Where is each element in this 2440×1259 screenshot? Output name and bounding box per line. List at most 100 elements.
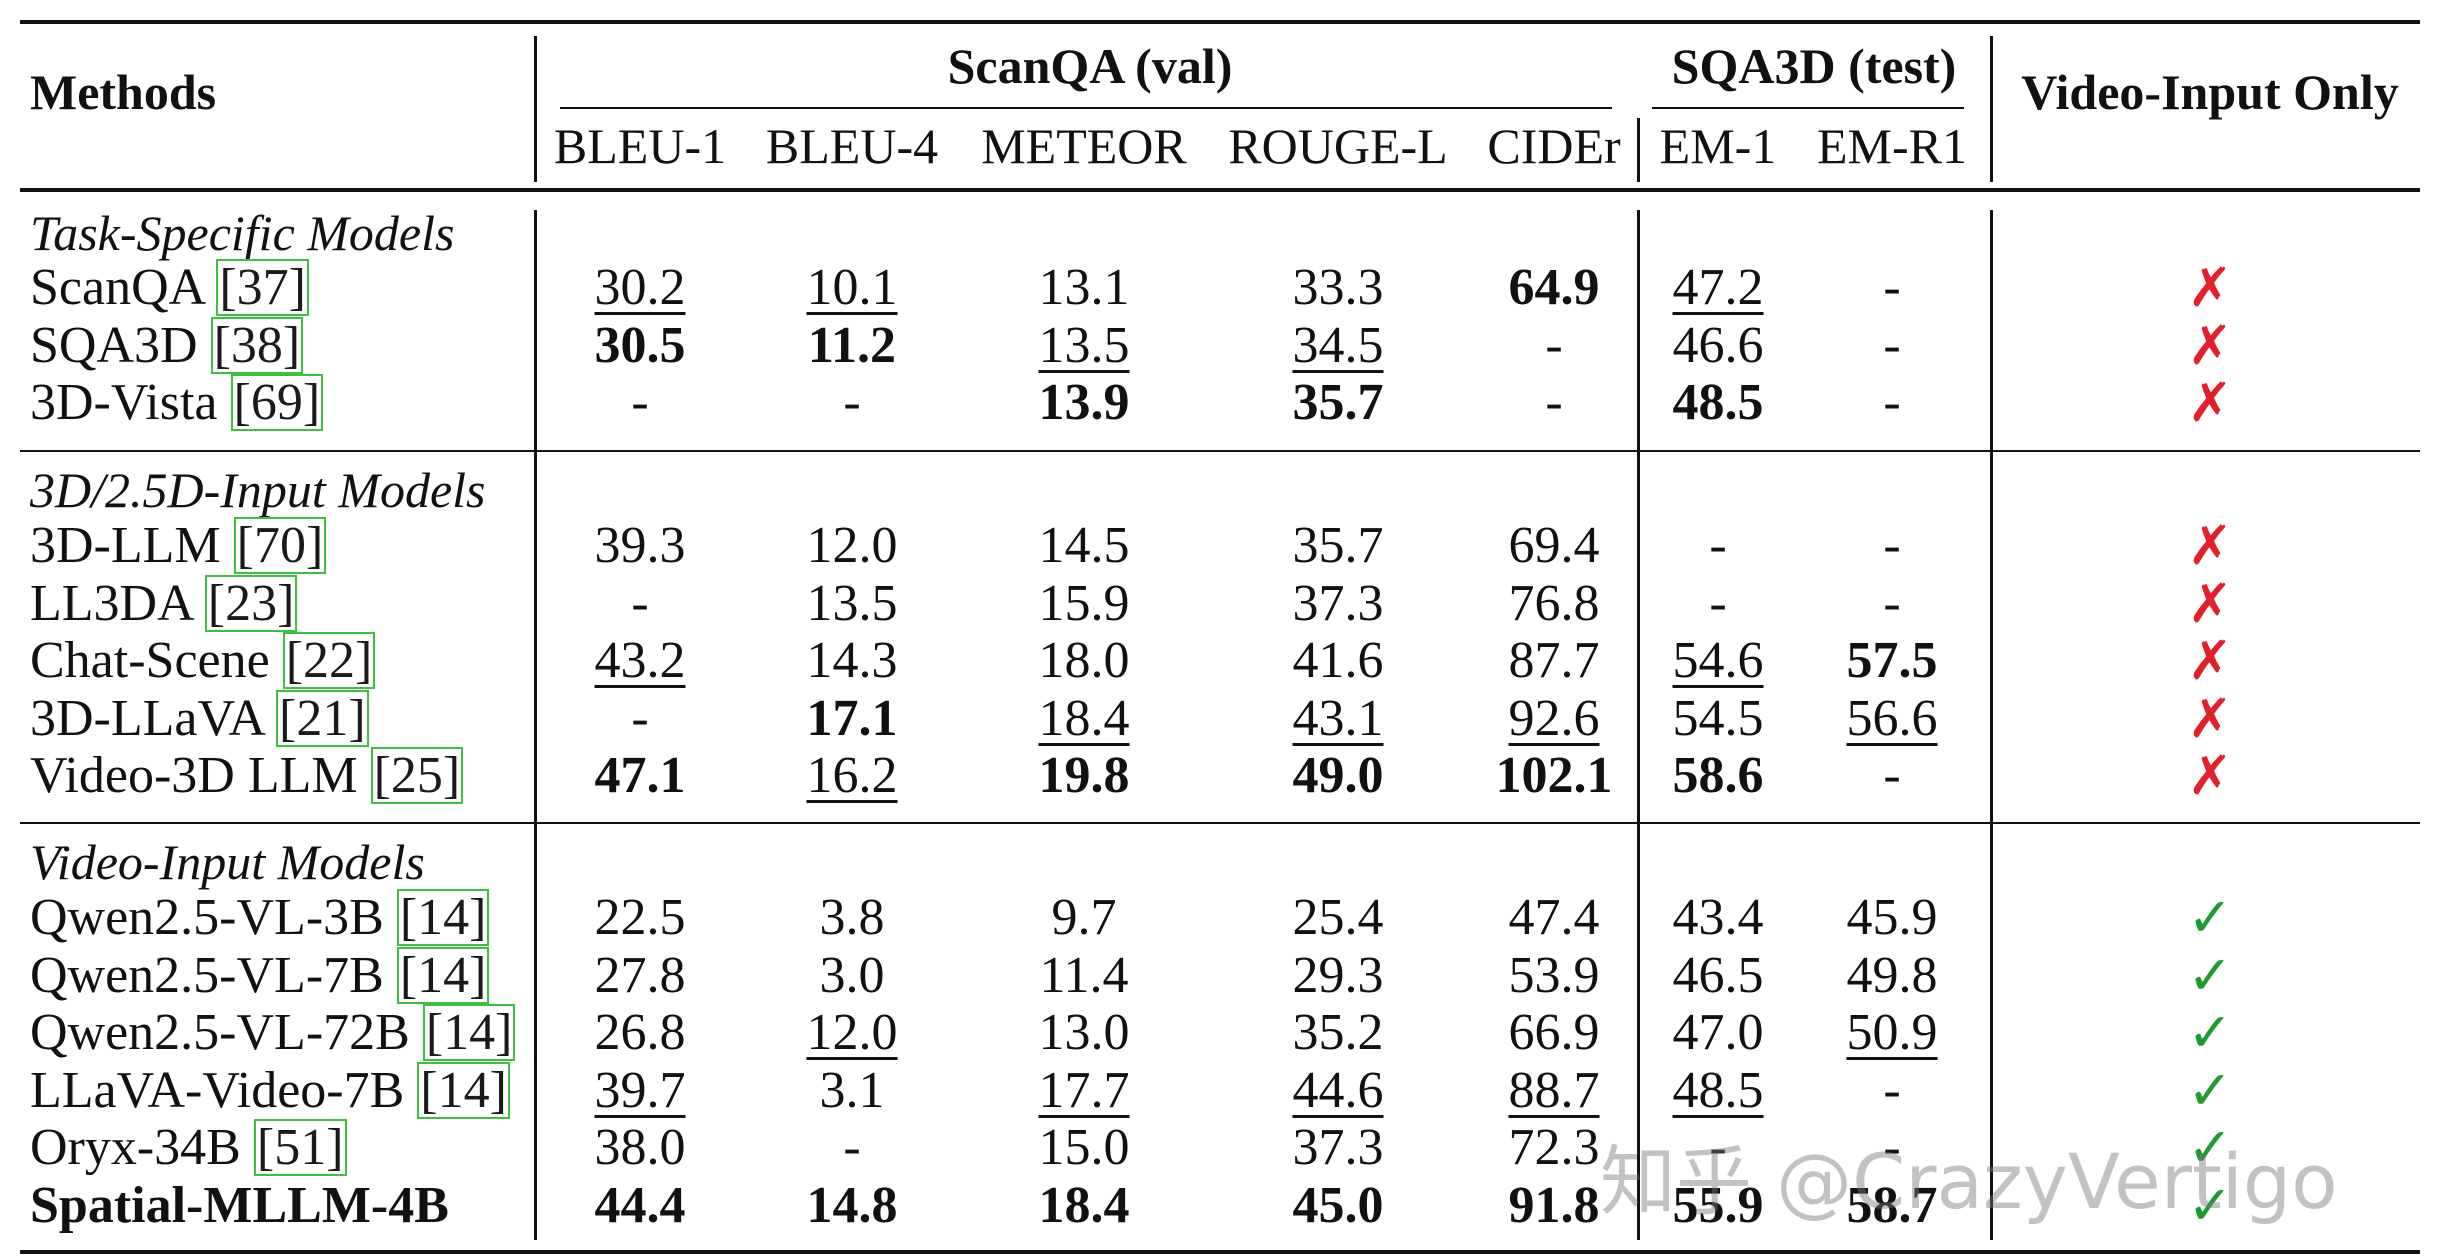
metric-value: 3.1 [819,1061,885,1119]
metric-value: - [1883,374,1901,431]
check-icon: ✓ [2187,945,2233,1006]
method-name: LLaVA-Video-7B [14] [30,1061,510,1121]
metric-value: 13.0 [1038,1004,1130,1061]
metric-value: 87.7 [1508,632,1600,689]
method-name: 3D-LLaVA [21] [30,689,369,749]
metric-value: 37.3 [1292,1119,1384,1176]
citation-link[interactable]: [21] [276,689,369,747]
metric-value: 54.5 [1672,689,1764,747]
watermark: 知乎 @CrazyVertigo [1600,1137,2338,1226]
metric-value: - [1883,517,1901,574]
metric-value: 35.7 [1292,374,1384,431]
method-name: Video-3D LLM [25] [30,746,464,806]
group-divider-2 [20,822,2420,824]
method-label: 3D-Vista [30,374,218,431]
metric-value: - [1883,574,1901,632]
metric-value: 39.7 [594,1061,686,1119]
metric-value: 30.5 [594,316,686,374]
citation-link[interactable]: [14] [422,1004,516,1061]
metric-header-cider: CIDEr [1487,118,1621,174]
metric-value: 3.8 [819,889,885,946]
metric-value: 53.9 [1508,946,1600,1004]
method-name: 3D-LLM [70] [30,516,327,576]
metric-header-em-r1: EM-R1 [1817,118,1967,174]
metric-value: 12.0 [806,1004,898,1061]
method-name: ScanQA [37] [30,258,309,318]
metric-value: - [1545,316,1563,374]
method-label: LL3DA [30,574,192,632]
metric-value: 27.8 [594,946,686,1004]
metric-value: 43.4 [1672,889,1764,946]
metric-value: 18.4 [1038,689,1130,747]
metric-value: 18.4 [1038,1176,1130,1234]
metric-value: 15.0 [1038,1119,1130,1176]
check-icon: ✓ [2187,1060,2233,1121]
metric-value: 34.5 [1292,316,1384,374]
metric-value: 11.2 [807,316,897,374]
metric-value: 48.5 [1672,1061,1764,1119]
group-divider-1 [20,450,2420,452]
metric-value: 41.6 [1292,632,1384,689]
citation-link[interactable]: [14] [417,1061,510,1119]
method-name: Qwen2.5-VL-7B [14] [30,946,490,1006]
metric-value: 3.0 [819,946,885,1004]
metric-value: 47.4 [1508,889,1600,946]
methods-header: Methods [30,64,217,120]
metric-value: 11.4 [1039,946,1129,1004]
scanqa-cmidrule [560,107,1612,109]
cross-icon: ✗ [2187,258,2233,318]
citation-link[interactable]: [69] [230,374,324,431]
metric-value: 29.3 [1292,946,1384,1004]
metric-value: 22.5 [594,889,686,946]
method-name: Chat-Scene [22] [30,631,376,691]
metric-value: - [843,1119,861,1176]
cross-icon: ✗ [2187,373,2233,433]
cross-icon: ✗ [2187,315,2233,376]
sqa3d-cmidrule [1652,107,1964,109]
metric-value: 43.2 [594,632,686,689]
method-name: SQA3D [38] [30,316,304,376]
metric-value: 69.4 [1508,517,1600,574]
metric-value: 43.1 [1292,689,1384,747]
metric-value: 44.6 [1292,1061,1384,1119]
metric-header-em-1: EM-1 [1659,118,1777,174]
method-label: Qwen2.5-VL-3B [30,889,384,946]
metric-value: 76.8 [1508,574,1600,632]
citation-link[interactable]: [51] [253,1119,347,1176]
metric-value: - [1709,517,1727,574]
method-label: 3D-LLaVA [30,689,264,747]
method-name: Oryx-34B [51] [30,1118,347,1178]
cross-icon: ✗ [2187,516,2233,576]
vrule-methods-body [534,210,537,1240]
citation-link[interactable]: [25] [370,747,464,804]
metric-value: - [1709,1119,1727,1176]
metric-value: - [1545,374,1563,431]
citation-link[interactable]: [14] [396,889,490,946]
metric-value: 10.1 [806,259,898,316]
cross-icon: ✗ [2187,688,2233,749]
metric-value: 47.1 [594,747,686,804]
citation-link[interactable]: [22] [282,632,376,689]
citation-link[interactable]: [70] [233,517,327,574]
citation-link[interactable]: [14] [396,946,490,1004]
metric-value: - [1883,1119,1901,1176]
citation-link[interactable]: [38] [210,316,304,374]
citation-link[interactable]: [23] [204,574,298,632]
metric-value: - [1883,1061,1901,1119]
metric-value: 46.6 [1672,316,1764,374]
metric-value: 64.9 [1508,259,1600,316]
method-label: Qwen2.5-VL-7B [30,946,384,1004]
group-title: Video-Input Models [30,834,425,890]
metric-value: - [1883,259,1901,316]
metric-value: 13.5 [1038,316,1130,374]
metric-value: - [1883,316,1901,374]
method-label: Oryx-34B [30,1119,241,1176]
metric-value: - [1709,574,1727,632]
citation-link[interactable]: [37] [216,259,309,316]
vrule-sqa3d-body [1990,210,1993,1240]
method-label: SQA3D [30,316,198,374]
sqa3d-group-header: SQA3D (test) [1671,38,1957,94]
metric-value: 13.9 [1038,374,1130,431]
metric-value: 37.3 [1292,574,1384,632]
